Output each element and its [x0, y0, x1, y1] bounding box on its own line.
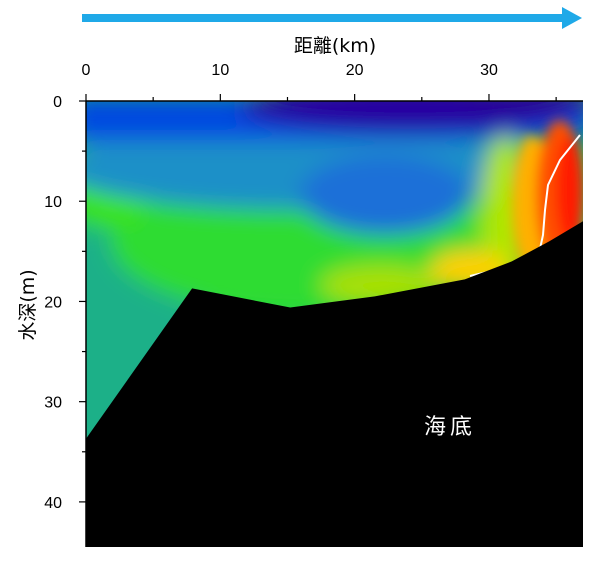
y-tick-label: 40	[44, 495, 62, 512]
heatmap-field	[86, 101, 583, 547]
x-axis-title: 距離(km)	[294, 35, 376, 57]
x-tick-label: 20	[346, 62, 364, 79]
direction-arrow	[82, 7, 582, 29]
y-tick-label: 10	[44, 194, 62, 211]
y-ticks: 0 10 20 30 40	[44, 94, 86, 512]
y-tick-label: 0	[53, 94, 62, 111]
axes	[85, 100, 583, 547]
seafloor-label: 海底	[424, 415, 476, 440]
x-tick-label: 0	[82, 62, 91, 79]
x-ticks: 0 10 20 30	[82, 62, 557, 101]
y-tick-label: 20	[44, 294, 62, 311]
x-tick-label: 10	[211, 62, 229, 79]
x-tick-label: 30	[480, 62, 498, 79]
y-tick-label: 30	[44, 395, 62, 412]
seafloor-polygon	[86, 221, 583, 547]
y-axis-title: 水深(m)	[17, 269, 39, 340]
